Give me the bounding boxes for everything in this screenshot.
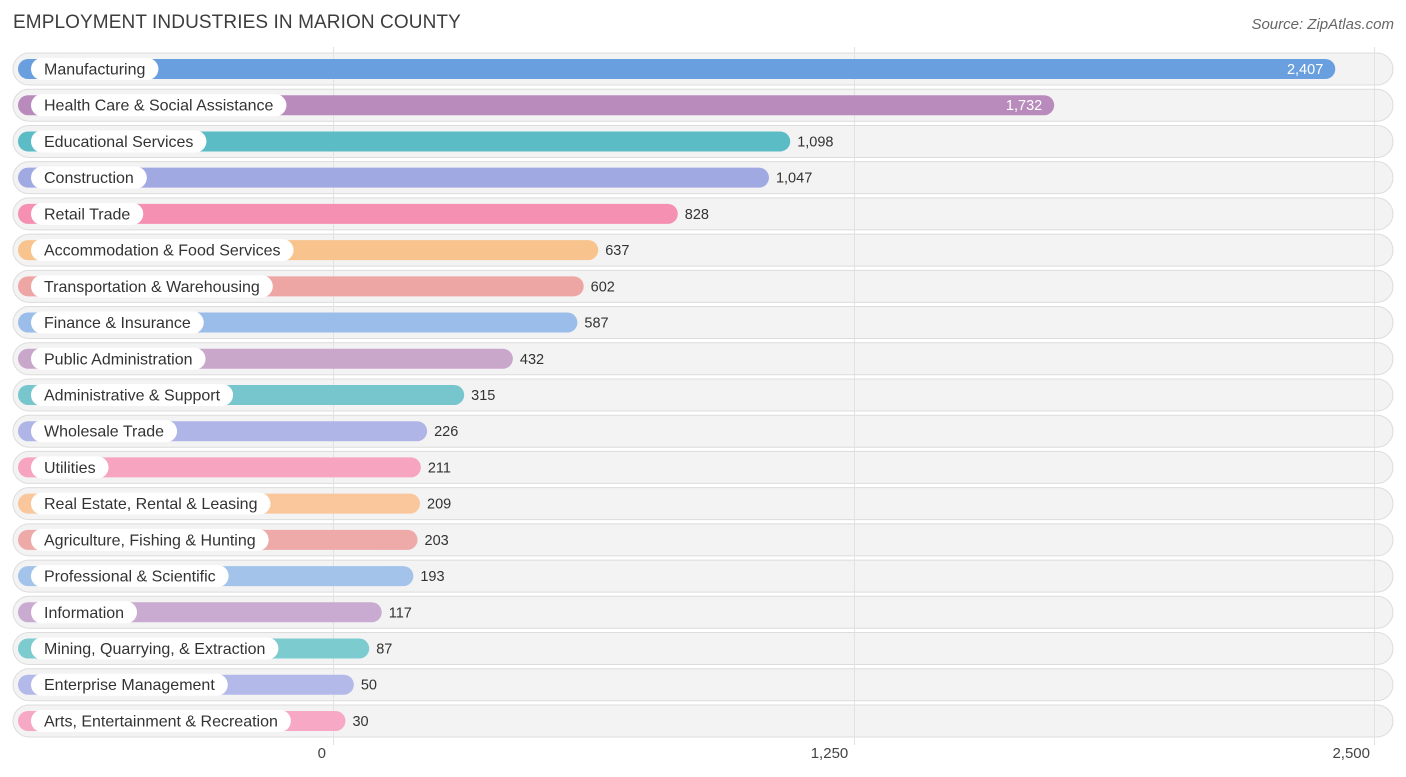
category-label: Educational Services [44,134,193,151]
category-label-pill [31,130,207,153]
category-label-pill [31,673,228,696]
value-label: 117 [389,605,412,621]
value-label: 226 [434,424,458,440]
category-label-pill [31,709,291,732]
category-label-pill [31,311,204,334]
value-label: 1,732 [1006,98,1042,114]
value-label: 209 [427,497,451,513]
value-label: 2,407 [1287,62,1323,78]
bar [18,457,421,478]
value-label: 30 [352,714,368,730]
value-label: 828 [685,207,709,223]
category-label: Professional & Scientific [44,569,216,586]
tick-label: 1,250 [811,745,849,762]
category-label: Wholesale Trade [44,424,164,441]
value-label: 602 [591,279,615,295]
category-label-pill [31,275,273,298]
bar [18,131,791,152]
category-label: Information [44,605,124,622]
bar [18,203,678,224]
bars: Manufacturing 2,407 Health Care & Social A… [18,58,1336,732]
bar [18,167,769,188]
category-label: Utilities [44,460,96,477]
category-label-pill [31,456,109,479]
category-label-pill [31,58,159,80]
value-label: 1,047 [776,171,812,187]
category-label: Transportation & Warehousing [44,279,260,296]
value-label: 211 [428,460,451,476]
value-label: 1,098 [797,134,833,150]
category-label: Mining, Quarrying, & Extraction [44,641,265,658]
row-background [12,704,1394,738]
bar [18,59,1336,79]
category-label-pill [31,492,271,515]
category-label: Accommodation & Food Services [44,243,281,260]
category-label: Agriculture, Fishing & Hunting [44,532,256,549]
category-label-pill [31,528,269,551]
value-label: 87 [376,642,392,658]
value-label: 203 [425,533,449,549]
category-label: Finance & Insurance [44,315,191,332]
value-label: 587 [584,316,608,332]
category-label: Retail Trade [44,206,130,223]
category-label-pill [31,347,206,370]
value-label: 432 [520,352,544,368]
category-label: Real Estate, Rental & Leasing [44,496,257,513]
tick-label: 2,500 [1332,745,1370,762]
value-label: 315 [471,388,495,404]
value-label: 637 [605,243,629,259]
category-label-pill [31,637,279,660]
category-label: Public Administration [44,351,193,368]
category-label-pill [31,94,287,117]
value-label: 193 [420,569,444,585]
category-label: Health Care & Social Assistance [44,98,274,115]
category-label-pill [31,166,147,189]
chart-title: EMPLOYMENT INDUSTRIES IN MARION COUNTY [13,12,461,33]
category-label-pill [31,383,234,406]
category-label-pill [31,420,178,443]
category-label-pill [31,565,229,588]
chart-source: Source: ZipAtlas.com [1251,16,1394,33]
category-label: Manufacturing [44,62,145,79]
category-label: Enterprise Management [44,677,215,694]
category-label-pill [31,601,138,624]
category-label-pill [31,239,294,262]
category-label-pill [31,202,144,225]
category-label: Administrative & Support [44,387,221,404]
x-axis: 0 1,250 2,500 [318,745,1370,762]
row-background [12,668,1394,702]
category-label: Arts, Entertainment & Recreation [44,713,278,730]
value-label: 50 [361,678,377,694]
category-label: Construction [44,170,134,187]
tick-label: 0 [318,745,326,762]
